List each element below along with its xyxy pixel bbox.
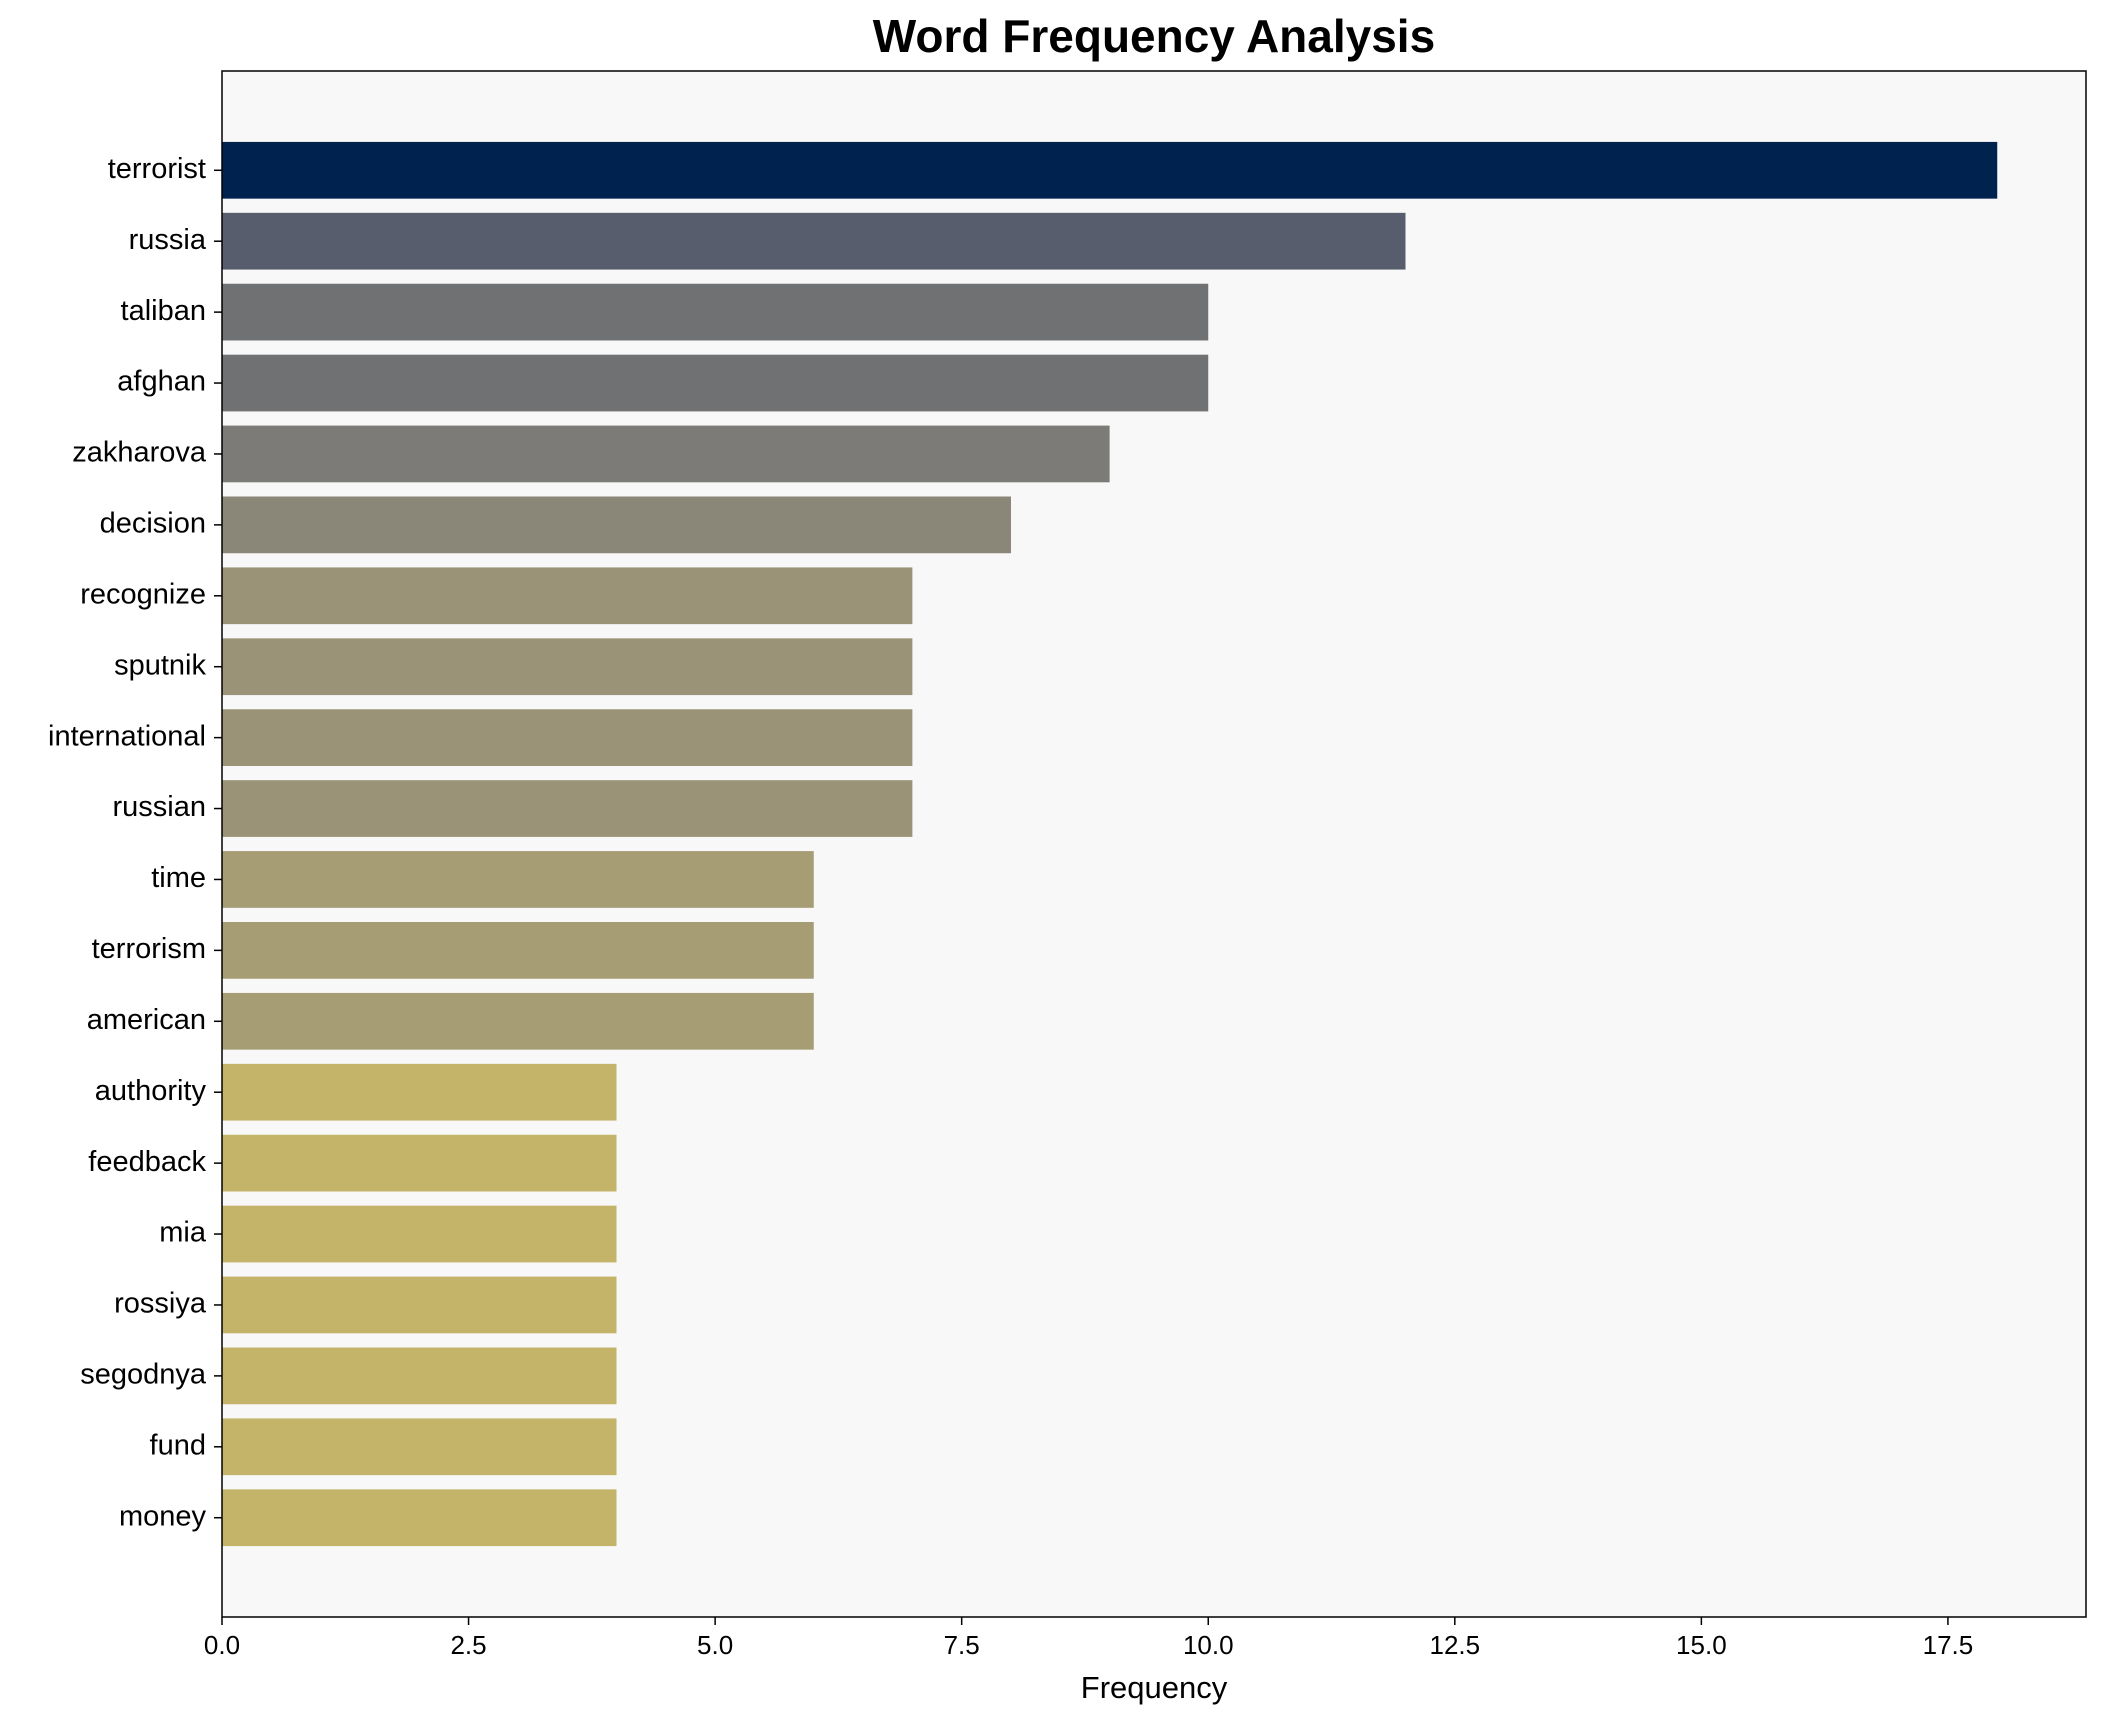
y-tick-label: terrorist [108, 153, 206, 185]
x-tick-label: 2.5 [450, 1630, 486, 1660]
bar [222, 354, 1209, 412]
bar [222, 1418, 617, 1476]
bar [222, 1347, 617, 1405]
bar [222, 851, 814, 908]
y-tick-label: fund [150, 1429, 206, 1461]
x-tick-label: 17.5 [1923, 1630, 1974, 1660]
bar [222, 1276, 617, 1334]
x-axis-label: Frequency [1081, 1670, 1228, 1705]
x-tick-label: 0.0 [204, 1630, 240, 1660]
bar [222, 1205, 617, 1263]
bar [222, 992, 814, 1050]
y-tick-label: international [48, 720, 206, 752]
bar [222, 496, 1011, 554]
y-tick-label: afghan [117, 366, 206, 398]
x-tick-label: 7.5 [944, 1630, 980, 1660]
x-tick-label: 12.5 [1429, 1630, 1480, 1660]
bar [222, 283, 1209, 341]
bar [222, 638, 913, 696]
y-tick-label: sputnik [114, 649, 206, 681]
y-tick-label: authority [95, 1075, 207, 1107]
y-tick-label: american [87, 1004, 206, 1036]
x-tick-label: 15.0 [1676, 1630, 1727, 1660]
bar [222, 1063, 617, 1121]
y-tick-label: russia [129, 224, 207, 256]
y-tick-label: zakharova [72, 437, 207, 469]
bar [222, 567, 913, 625]
bar [222, 780, 913, 837]
y-tick-label: recognize [80, 578, 206, 610]
x-tick-label: 10.0 [1183, 1630, 1234, 1660]
bar [222, 1134, 617, 1192]
y-tick-label: taliban [121, 295, 206, 327]
y-tick-label: segodnya [80, 1359, 207, 1391]
y-tick-label: rossiya [114, 1288, 207, 1320]
y-tick-label: feedback [88, 1146, 206, 1178]
y-tick-label: money [119, 1500, 207, 1532]
y-tick-label: terrorism [92, 933, 206, 965]
bar [222, 425, 1110, 483]
chart-title: Word Frequency Analysis [873, 10, 1435, 62]
x-tick-label: 5.0 [697, 1630, 733, 1660]
y-tick-label: time [151, 862, 206, 894]
bar [222, 141, 1998, 199]
bar [222, 709, 913, 766]
bar [222, 212, 1406, 270]
plot-frame [221, 70, 2087, 1618]
y-tick-label: mia [159, 1217, 207, 1249]
y-tick-label: russian [113, 791, 207, 823]
y-tick-label: decision [100, 508, 206, 540]
bar [222, 1489, 617, 1547]
bar [222, 922, 814, 979]
